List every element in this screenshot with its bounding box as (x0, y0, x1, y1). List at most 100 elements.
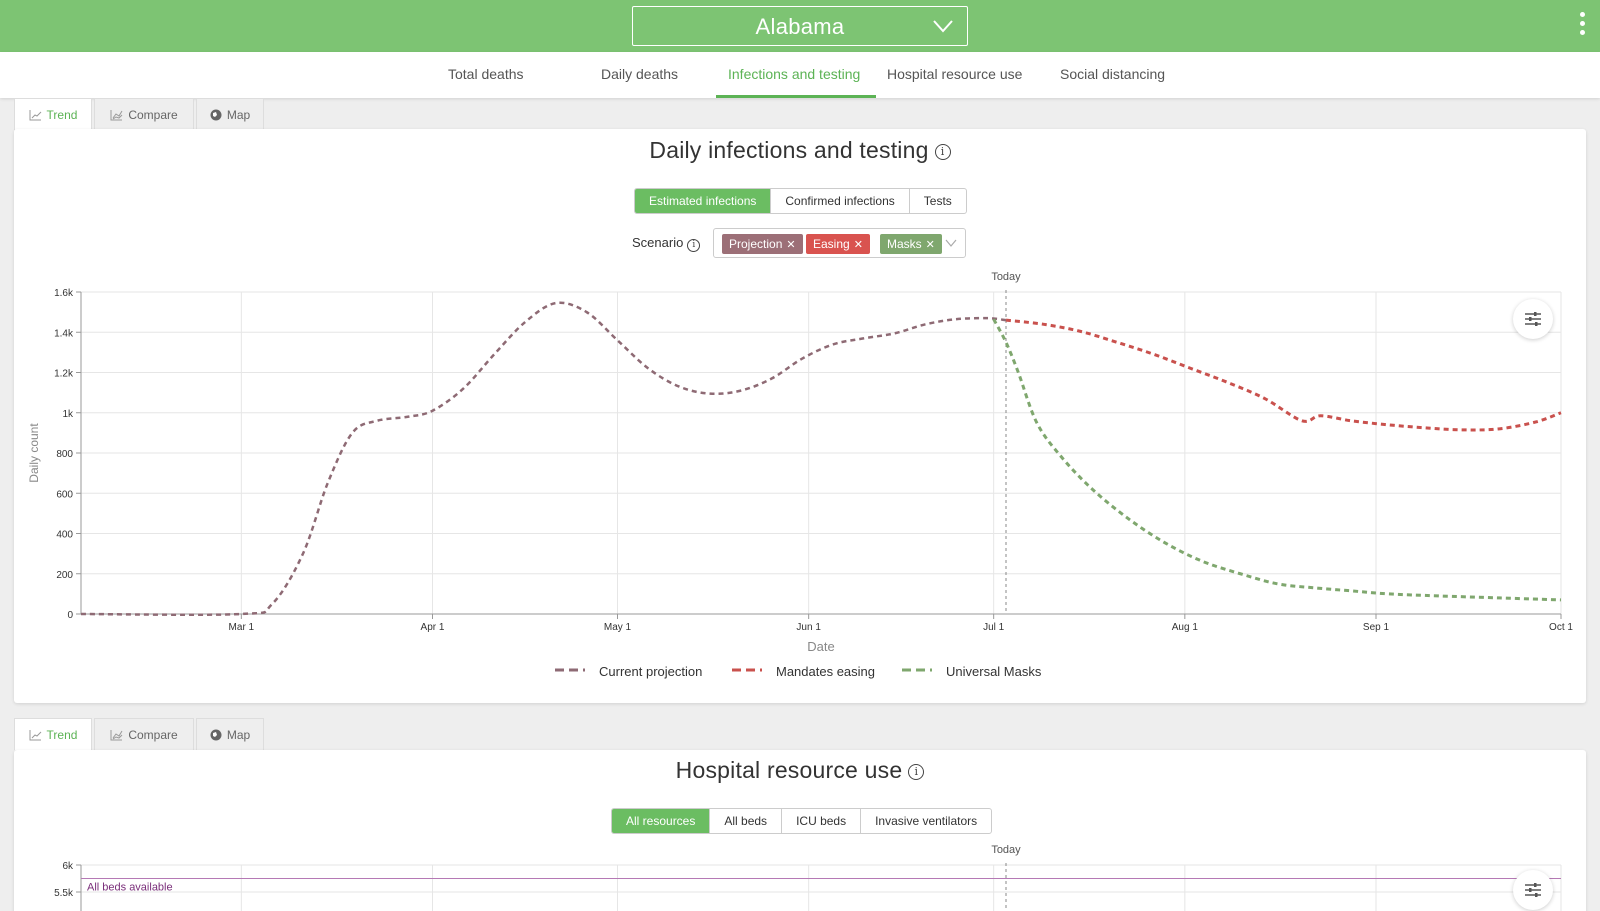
remove-icon[interactable]: ✕ (853, 239, 863, 251)
scenario-tag-masks[interactable]: Masks ✕ (880, 234, 942, 254)
view-tab-trend[interactable]: Trend (14, 718, 92, 750)
x-tick-label: Jun 1 (796, 622, 821, 633)
view-tab-map[interactable]: Map (196, 98, 264, 130)
line-chart-icon (29, 110, 41, 121)
infections-card-title-row: Daily infections and testing i (0, 137, 1600, 164)
chevron-down-icon (933, 20, 953, 33)
legend-swatch (555, 668, 585, 672)
compare-chart-icon (110, 730, 123, 741)
view-tab-label: Compare (128, 728, 178, 742)
view-tab-compare[interactable]: Compare (94, 718, 194, 750)
remove-icon[interactable]: ✕ (786, 239, 796, 251)
x-tick-label: Jul 1 (983, 622, 1005, 633)
today-label: Today (991, 844, 1021, 856)
scenario-label-text: Scenario (632, 235, 684, 250)
y-tick-label: 1.4k (54, 328, 74, 339)
scenario-multiselect[interactable]: Projection ✕ Easing ✕ Masks ✕ (713, 228, 966, 258)
legend-label: Universal Masks (946, 664, 1042, 679)
view-tab-label: Compare (128, 108, 178, 122)
legend-universal-masks[interactable]: Universal Masks (902, 664, 1041, 679)
x-tick-label: Mar 1 (229, 622, 255, 633)
chevron-down-icon[interactable] (945, 238, 957, 248)
section-nav: Total deaths Daily deaths Infections and… (0, 52, 1600, 98)
legend-swatch (902, 668, 932, 672)
view-tab-trend[interactable]: Trend (14, 98, 92, 130)
x-tick-label: Apr 1 (421, 622, 445, 633)
view-tab-label: Trend (46, 728, 78, 742)
x-axis-label: Date (807, 639, 834, 654)
chart-legend: Current projection Mandates easing Unive… (0, 664, 1600, 684)
legend-label: Current projection (599, 664, 703, 679)
view-tab-map[interactable]: Map (196, 718, 264, 750)
card-title: Hospital resource use (675, 757, 903, 783)
more-vertical-icon[interactable] (1574, 12, 1590, 40)
option-confirmed-infections[interactable]: Confirmed infections (770, 189, 908, 213)
all-beds-available-label: All beds available (87, 882, 173, 894)
top-bar: Alabama (0, 0, 1600, 52)
x-tick-label: Aug 1 (1172, 622, 1199, 633)
tab-daily-deaths[interactable]: Daily deaths (601, 66, 679, 82)
info-icon[interactable]: i (908, 764, 925, 780)
scenario-tag-label: Easing (813, 237, 850, 251)
tab-total-deaths[interactable]: Total deaths (448, 66, 524, 82)
hospital-card (14, 750, 1586, 911)
chart-settings-button[interactable] (1513, 299, 1553, 339)
option-all-resources[interactable]: All resources (612, 809, 710, 833)
series-current-projection (80, 301, 1007, 616)
remove-icon[interactable]: ✕ (925, 239, 935, 251)
legend-current-projection[interactable]: Current projection (555, 664, 702, 679)
option-invasive-ventilators[interactable]: Invasive ventilators (860, 809, 991, 833)
scenario-tag-label: Masks (887, 237, 922, 251)
tab-infections-and-testing[interactable]: Infections and testing (728, 66, 861, 82)
compare-chart-icon (110, 110, 123, 121)
x-tick-label: Sep 1 (1363, 622, 1390, 633)
state-select-value: Alabama (755, 14, 845, 39)
sliders-icon (1525, 312, 1541, 326)
y-tick-label: 6k (62, 861, 74, 872)
y-tick-label: 400 (56, 530, 73, 541)
info-icon[interactable]: i (687, 239, 701, 252)
series-universal-masks (992, 318, 1562, 602)
chart-settings-button[interactable] (1513, 870, 1553, 910)
sliders-icon (1525, 883, 1541, 897)
hospital-card-title-row: Hospital resource use i (0, 757, 1600, 784)
y-tick-label: 1.6k (54, 288, 74, 299)
card-title: Daily infections and testing (649, 137, 929, 163)
scenario-label: Scenario i (632, 235, 701, 252)
y-tick-label: 0 (67, 610, 73, 621)
option-tests[interactable]: Tests (908, 189, 966, 213)
info-icon[interactable]: i (934, 144, 951, 160)
view-tab-label: Map (226, 728, 251, 742)
x-tick-label: May 1 (604, 622, 632, 633)
legend-mandates-easing[interactable]: Mandates easing (732, 664, 875, 679)
legend-label: Mandates easing (776, 664, 876, 679)
y-axis-label: Daily count (27, 423, 41, 483)
option-estimated-infections[interactable]: Estimated infections (635, 189, 771, 213)
option-icu-beds[interactable]: ICU beds (781, 809, 860, 833)
y-tick-label: 600 (56, 489, 73, 500)
y-tick-label: 800 (56, 449, 73, 460)
tab-social-distancing[interactable]: Social distancing (1060, 66, 1166, 82)
series-mandates-easing (1005, 318, 1562, 432)
view-tab-compare[interactable]: Compare (94, 98, 194, 130)
legend-swatch (732, 668, 762, 672)
scenario-tag-easing[interactable]: Easing ✕ (806, 234, 870, 254)
y-tick-label: 1k (62, 409, 74, 420)
scenario-tag-label: Projection (729, 237, 783, 251)
line-chart-icon (29, 730, 41, 741)
x-tick-label: Oct 1 (1549, 622, 1573, 633)
state-select[interactable]: Alabama (632, 6, 968, 46)
metric-toggle: Estimated infections Confirmed infection… (634, 188, 967, 214)
scenario-tag-projection[interactable]: Projection ✕ (722, 234, 803, 254)
view-tab-label: Trend (46, 108, 78, 122)
resource-toggle: All resources All beds ICU beds Invasive… (611, 808, 993, 834)
tab-hospital-resource-use[interactable]: Hospital resource use (887, 66, 1023, 82)
y-tick-label: 5.5k (54, 888, 74, 899)
active-tab-indicator (716, 95, 876, 98)
globe-icon (210, 109, 222, 121)
globe-icon (210, 729, 222, 741)
today-label: Today (991, 271, 1021, 283)
view-tab-label: Map (226, 108, 251, 122)
option-all-beds[interactable]: All beds (709, 809, 781, 833)
